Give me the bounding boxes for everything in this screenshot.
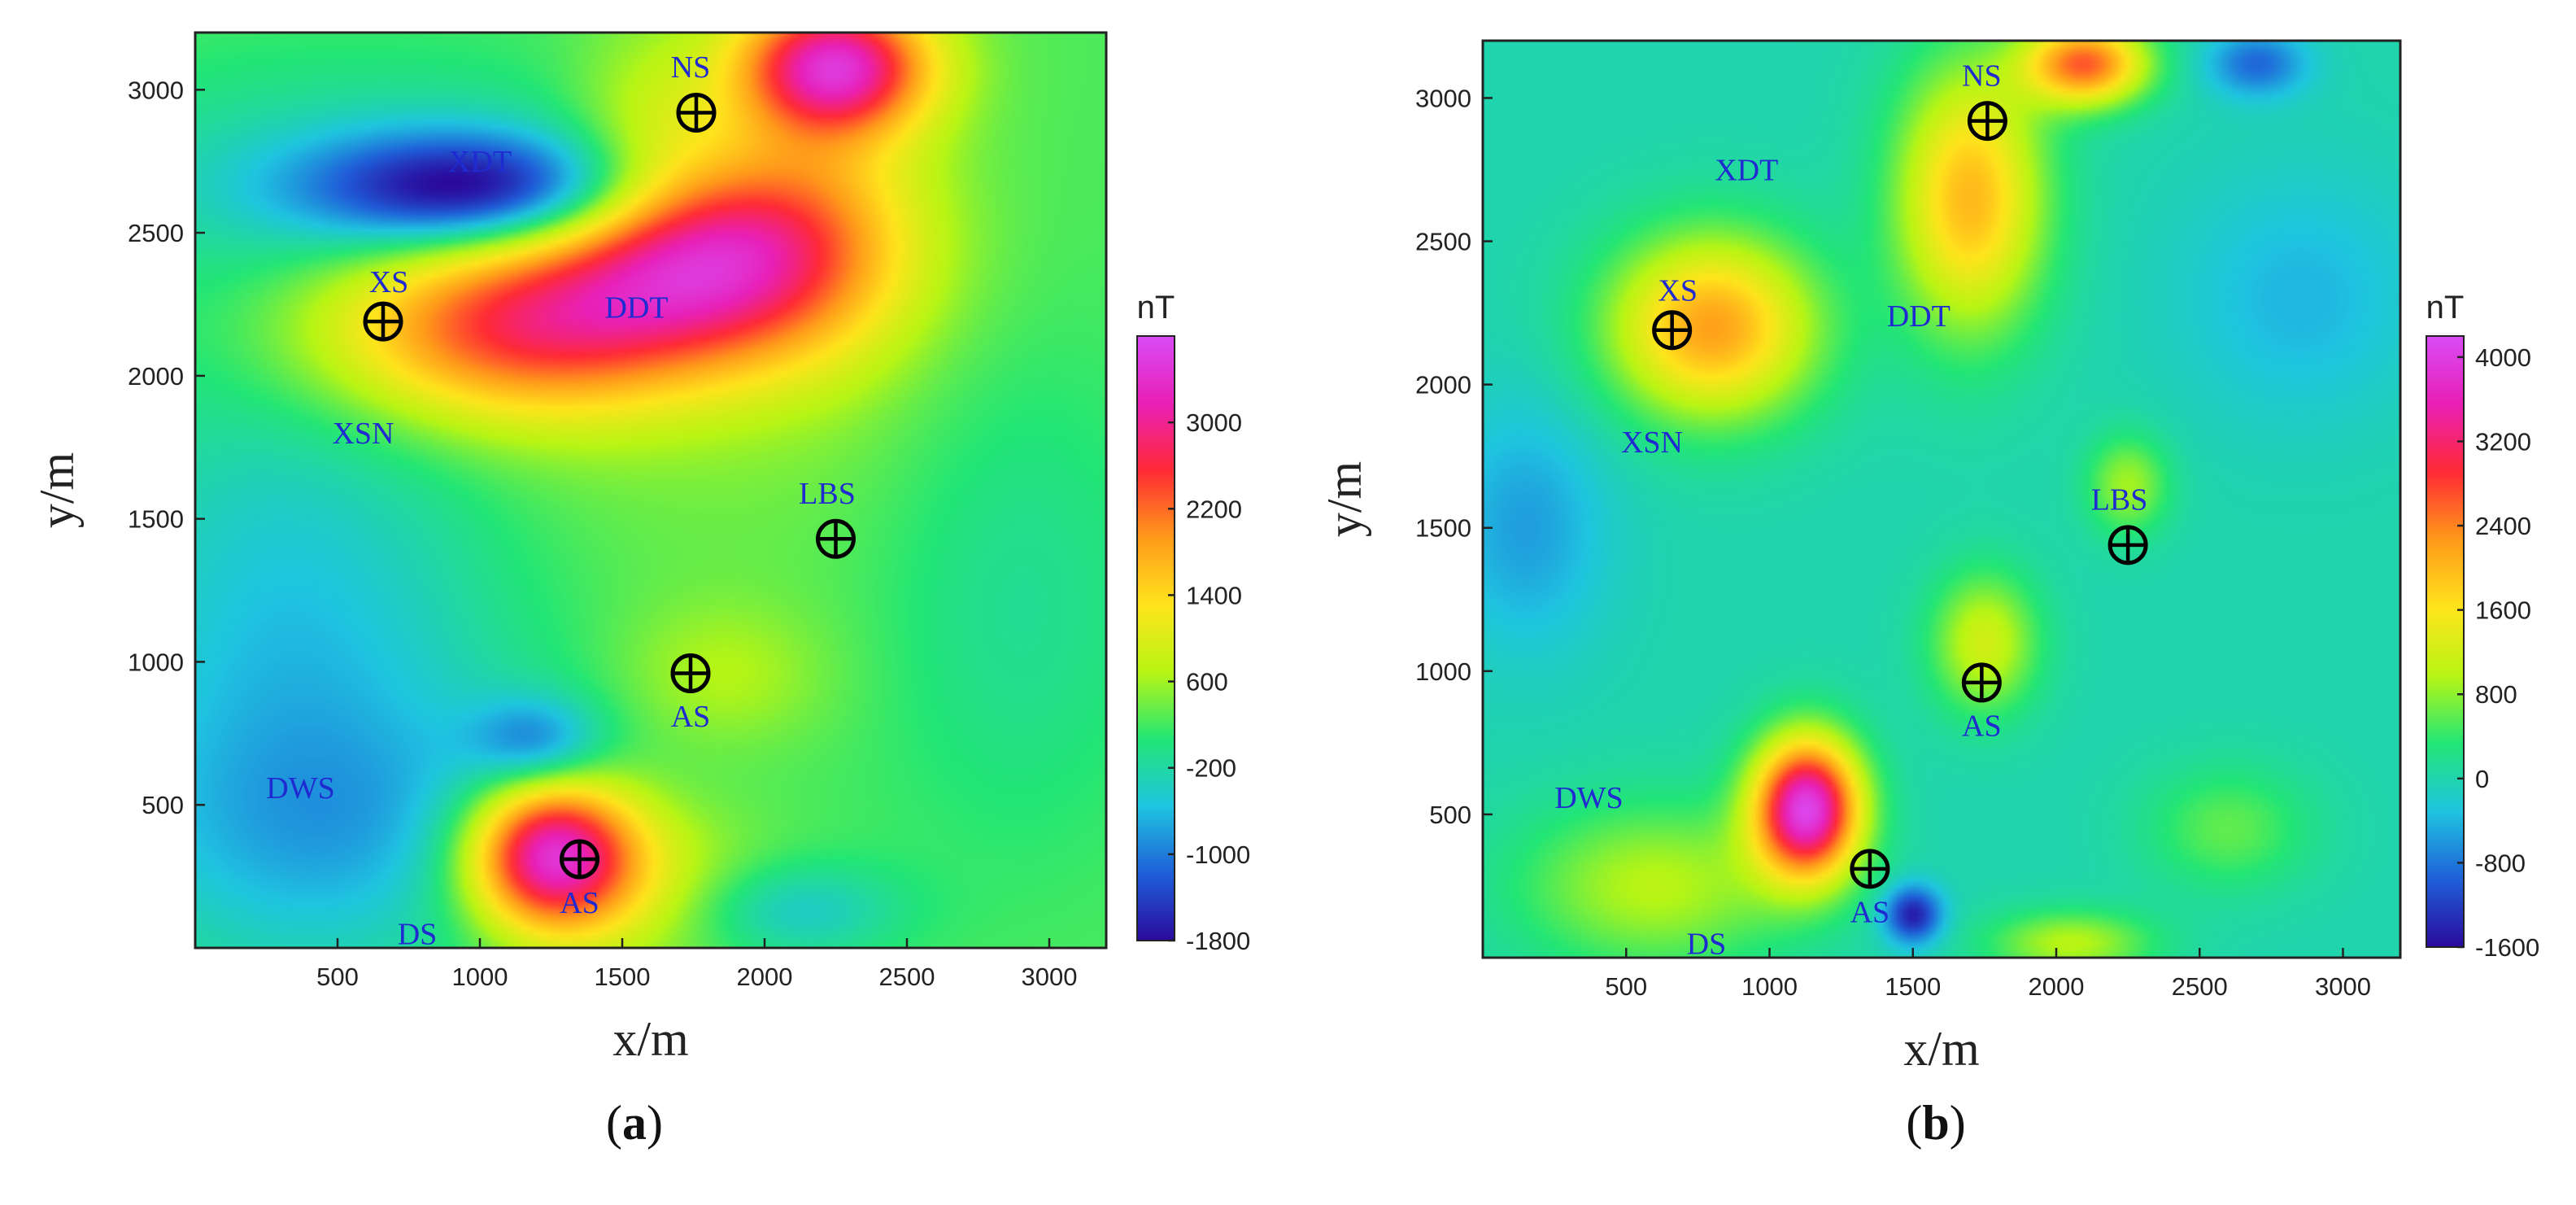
y-tick-label: 2000 [1415,371,1471,399]
panel-b: 500 1000 1500 2000 2500 3000 500 1000 1500 2000 25… [1318,39,2539,1150]
site-label: AS [671,700,711,734]
x-tick-label: 2500 [2172,972,2228,1001]
site-label: XS [1658,273,1698,308]
plot-frame [1481,39,2402,959]
region-label: DWS [1554,781,1623,815]
y-tick-label: 3000 [1415,84,1471,112]
y-tick-label: 500 [142,791,184,819]
panel-label-letter: b [1922,1096,1949,1150]
panel-a: 500 1000 1500 2000 2500 3000 500 1000 1500 2000 25… [30,31,1250,1150]
region-label: XDT [448,145,512,179]
site-marker [363,301,403,342]
site-marker [1961,662,2002,703]
site-marker [2107,525,2148,565]
colorbar-tick-label: 1400 [1186,581,1242,609]
plot-frame [194,31,1108,950]
region-label: DS [1687,927,1727,961]
heatmap-field [1483,41,2400,958]
colorbar [2426,335,2465,948]
colorbar-tick-label: 2400 [2475,512,2531,540]
site-marker [1850,849,1890,889]
region-label: DDT [1887,299,1951,334]
x-axis-title: x/m [1903,1022,1979,1076]
region-label: DS [398,917,438,951]
colorbar-tick-label: -1600 [2475,933,2539,962]
site-marker [816,518,856,559]
site-marker [670,653,711,693]
panel-label: (b) [1906,1096,1965,1150]
region-label: DDT [604,291,668,325]
colorbar-tick-label: -1000 [1186,840,1250,869]
y-tick-label: 3000 [128,76,184,104]
colorbar-unit: nT [2426,290,2465,325]
site-label: AS [560,886,599,920]
y-tick-label: 2500 [128,219,184,247]
y-axis-title: y/m [1318,461,1371,537]
site-label: LBS [799,477,856,511]
colorbar-tick-label: 3000 [1186,408,1242,437]
y-tick-label: 1500 [128,505,184,534]
site-label: NS [671,50,711,85]
colorbar-tick-label: 0 [2475,765,2489,793]
colorbar-tick-label: 800 [2475,680,2517,709]
x-tick-label: 1000 [452,963,508,991]
colorbar-tick-label: -200 [1186,754,1236,783]
site-marker [676,92,717,133]
x-tick-label: 3000 [1022,963,1078,991]
panel-label-letter: a [622,1096,647,1150]
region-label: XDT [1715,153,1778,187]
region-label: XSN [1621,426,1683,460]
x-tick-label: 2000 [2029,972,2085,1001]
site-label: AS [1962,709,2002,744]
region-label: XSN [332,417,394,451]
x-tick-label: 1000 [1741,972,1798,1001]
colorbar [1136,335,1175,941]
x-axis-title: x/m [612,1012,688,1066]
y-tick-label: 500 [1429,801,1471,829]
x-tick-label: 2000 [737,963,793,991]
x-tick-label: 3000 [2315,972,2371,1001]
colorbar-tick-label: -800 [2475,849,2526,877]
panel-label-open: ( [606,1096,622,1150]
site-label: AS [1850,896,1890,930]
colorbar-tick-label: 4000 [2475,343,2531,372]
heatmap-field [195,33,1106,948]
colorbar-tick-label: -1800 [1186,927,1250,955]
colorbar-unit: nT [1137,290,1175,325]
y-axis-title: y/m [30,452,84,528]
site-label: XS [369,265,409,299]
y-tick-label: 1500 [1415,514,1471,543]
colorbar-tick-label: 2200 [1186,495,1242,523]
y-tick-label: 2500 [1415,228,1471,256]
x-tick-label: 1500 [595,963,651,991]
colorbar-tick-label: 3200 [2475,427,2531,456]
x-tick-label: 1500 [1885,972,1941,1001]
y-tick-label: 2000 [128,362,184,391]
panel-label: (a) [606,1096,663,1150]
panel-label-open: ( [1906,1096,1922,1150]
colorbar-tick-label: 600 [1186,668,1228,696]
site-label: LBS [2091,483,2148,517]
site-label: NS [1962,59,2002,93]
panel-label-close: ) [1950,1096,1966,1150]
y-tick-label: 1000 [1415,657,1471,686]
site-marker [1967,101,2007,142]
colorbar-tick-label: 1600 [2475,596,2531,625]
region-label: DWS [266,771,334,806]
x-tick-label: 500 [1605,972,1647,1001]
x-tick-label: 500 [316,963,359,991]
site-marker [1652,310,1693,351]
panel-label-close: ) [647,1096,663,1150]
x-tick-label: 2500 [879,963,935,991]
site-marker [560,839,599,880]
y-tick-label: 1000 [128,648,184,676]
